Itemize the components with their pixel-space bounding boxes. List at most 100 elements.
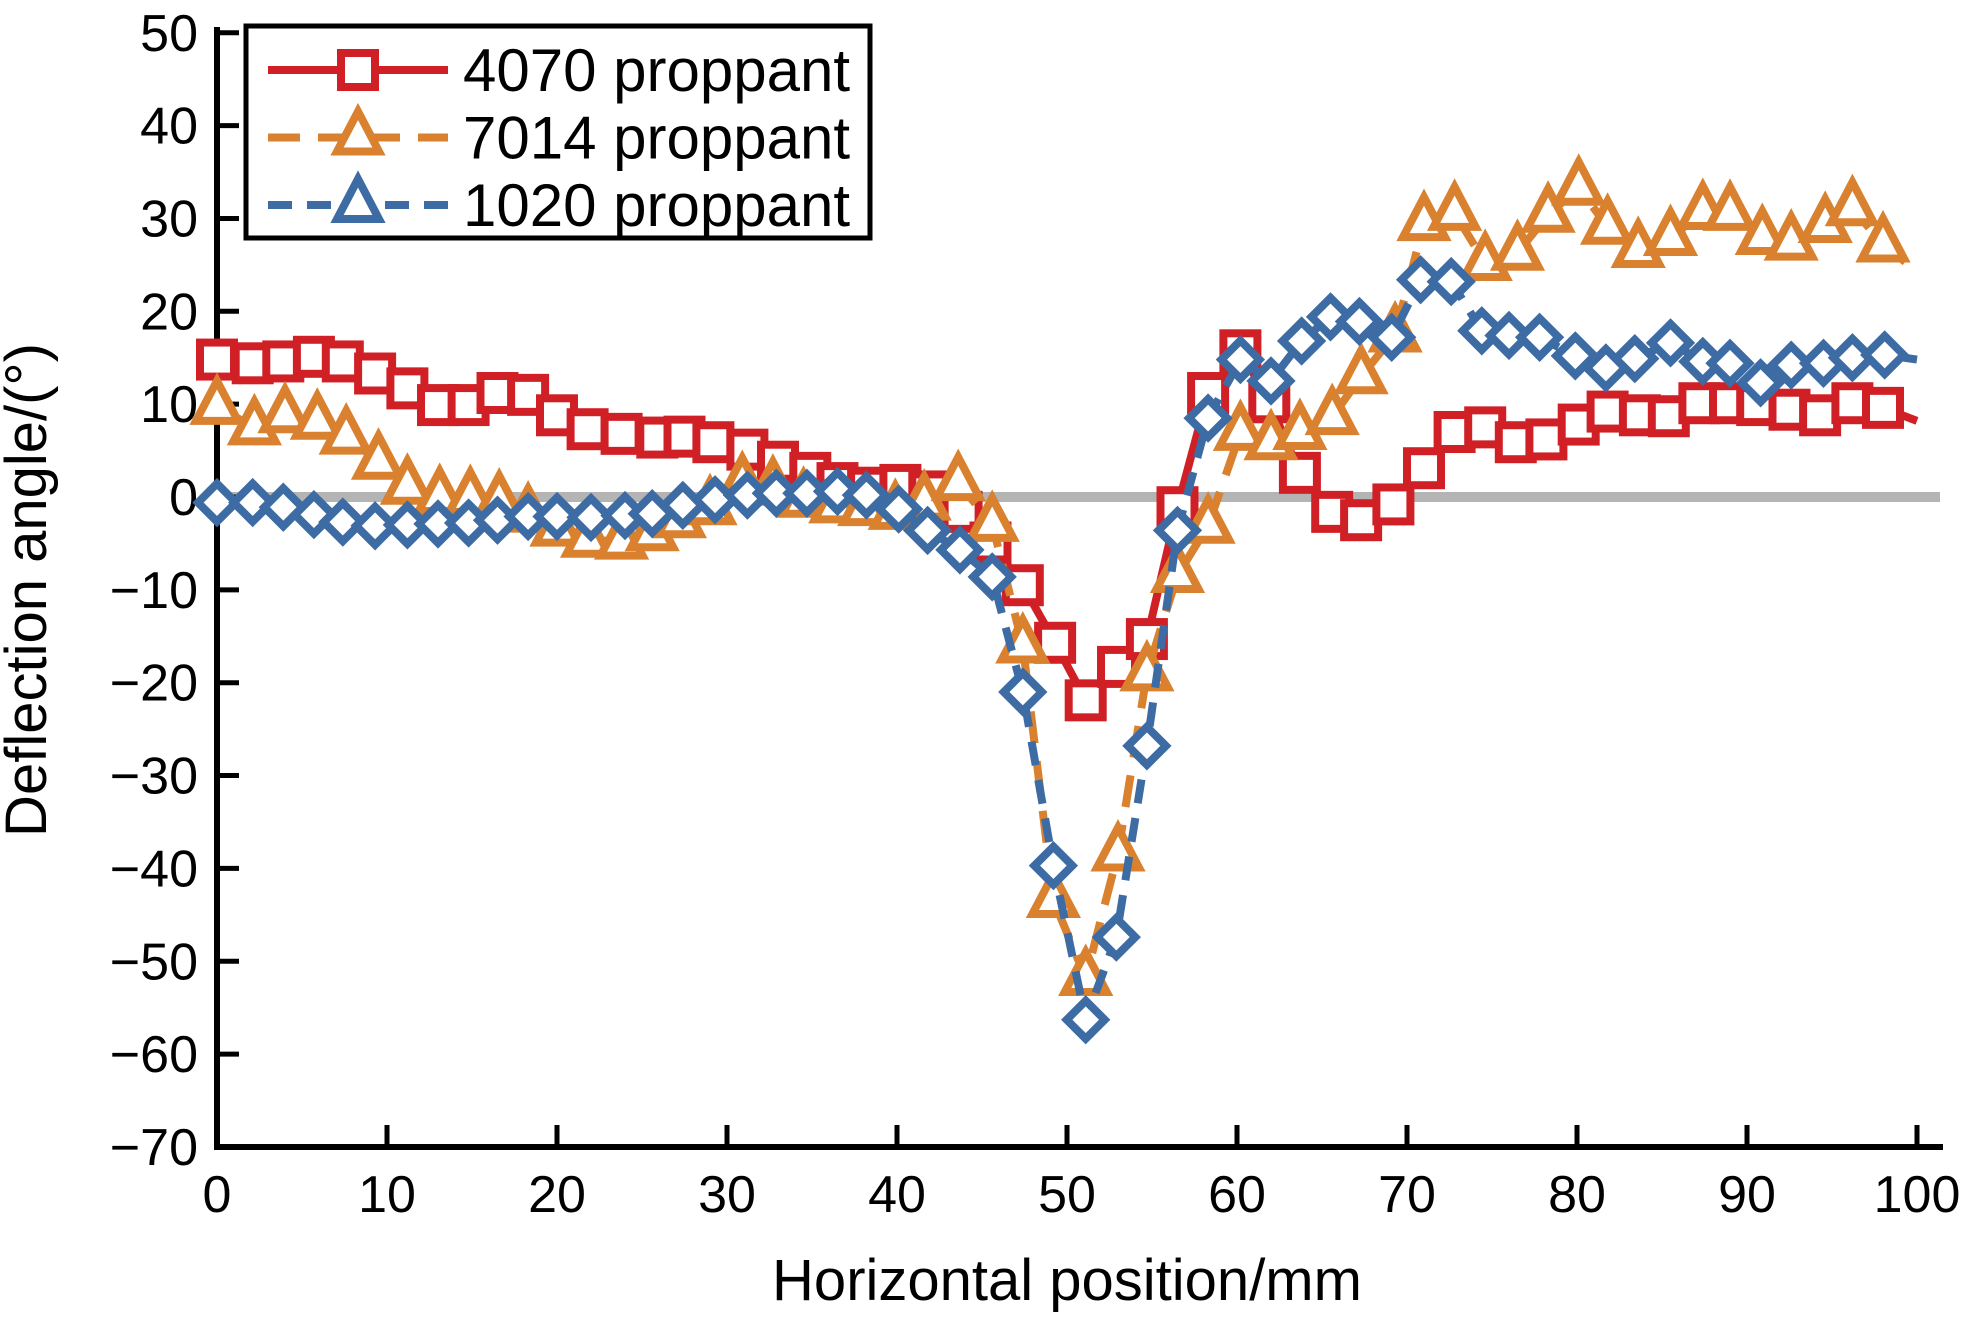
triangle-marker [1149,540,1206,593]
diamond-marker [998,667,1048,717]
diamond-marker [1215,334,1266,385]
diamond-marker [1183,393,1233,443]
square-marker [600,412,643,455]
square-marker [566,408,609,451]
triangle-marker [1304,382,1360,436]
y-tick-label: −50 [110,933,198,991]
square-marker [1278,451,1321,494]
diamond-marker [1334,296,1385,347]
triangle-marker [1702,178,1758,231]
diamond-marker [1061,995,1111,1045]
diamond-marker [228,477,278,528]
triangle-marker [318,402,374,455]
triangle-marker [1520,180,1576,233]
y-tick-label: 40 [140,98,198,156]
diamond-marker [1367,312,1417,362]
triangle-marker [350,427,407,480]
triangle-marker [257,380,313,434]
triangle-marker [289,387,345,440]
diamond-marker [812,466,863,517]
x-tick-label: 10 [358,1166,416,1224]
diamond-marker [566,492,616,543]
square-marker [1862,386,1904,429]
square-marker [1064,679,1107,722]
legend-entry-1020-proppant: 1020 proppant [268,170,850,239]
diamond-marker [532,491,582,542]
y-tick-label: −60 [110,1026,198,1084]
diamond-marker [1735,358,1786,408]
axes: 0 10 20 30 40 50 60 70 80 90 100−70−60−50−40−30−20… [110,5,1961,1224]
legend-entry-7014-proppant: 7014 proppant [268,102,850,172]
triangle-marker [1579,192,1636,245]
diamond-marker [1122,721,1172,771]
triangle-marker [189,372,245,425]
y-tick-label: −30 [110,748,198,806]
diamond-marker [1645,318,1696,368]
series-1020-proppant [192,255,1918,1045]
square-marker [1372,483,1415,526]
x-tick-label: 90 [1718,1166,1776,1224]
square-marker [337,49,379,91]
legend-label: 4070 proppant [463,37,850,104]
diamond-marker [1246,356,1296,406]
diamond-marker [1028,840,1079,891]
diamond-marker [1610,333,1660,384]
y-tick-label: 10 [140,376,198,434]
y-tick-label: −20 [110,655,198,713]
triangle-marker [330,170,386,223]
diamond-marker [1395,255,1446,305]
x-axis-title: Horizontal position/mm [772,1248,1362,1313]
diamond-marker [967,552,1017,602]
triangle-marker [1855,209,1911,263]
triangle-marker [1426,178,1483,231]
triangle-marker [1734,202,1790,256]
legend-label: 7014 proppant [463,105,850,172]
triangle-marker [1824,173,1881,227]
x-tick-label: 40 [868,1166,926,1224]
diamond-marker [1426,256,1476,307]
triangle-marker [1489,218,1546,271]
triangle-marker [930,448,986,502]
x-tick-label: 0 [203,1166,232,1224]
diamond-marker [1705,338,1755,388]
x-tick-label: 30 [698,1166,756,1224]
square-marker [196,338,238,381]
x-tick-label: 60 [1208,1166,1266,1224]
y-tick-label: 30 [140,190,198,248]
diamond-marker [350,501,400,551]
x-tick-label: 50 [1038,1166,1096,1224]
triangle-marker [1212,398,1269,451]
diamond-marker [318,497,368,547]
legend-label: 1020 proppant [463,172,850,239]
triangle-marker [330,102,386,156]
triangle-marker [1551,153,1607,206]
diamond-marker [1091,912,1141,962]
diamond-marker [192,477,242,528]
y-tick-label: 50 [140,5,198,63]
diamond-marker [1860,330,1910,380]
diamond-marker [1514,312,1565,362]
y-tick-label: −10 [110,562,198,620]
legend-entry-4070-proppant: 4070 proppant [268,37,850,104]
square-marker [1403,447,1445,490]
y-tick-label: −40 [110,840,198,898]
triangle-marker [964,489,1020,542]
x-tick-label: 20 [528,1166,586,1224]
triangle-marker [1333,341,1389,395]
square-marker [692,421,735,464]
y-tick-label: 20 [140,283,198,341]
diamond-marker [258,482,308,532]
diamond-marker [902,505,953,556]
diamond-marker [1276,316,1327,366]
x-tick-label: 70 [1378,1166,1436,1224]
diamond-marker [1152,505,1203,556]
triangle-marker [1642,203,1699,256]
diamond-marker [935,525,985,575]
y-tick-label: 0 [169,469,198,527]
diamond-marker [874,484,924,534]
diamond-marker [841,470,892,520]
diamond-marker [1484,310,1534,361]
